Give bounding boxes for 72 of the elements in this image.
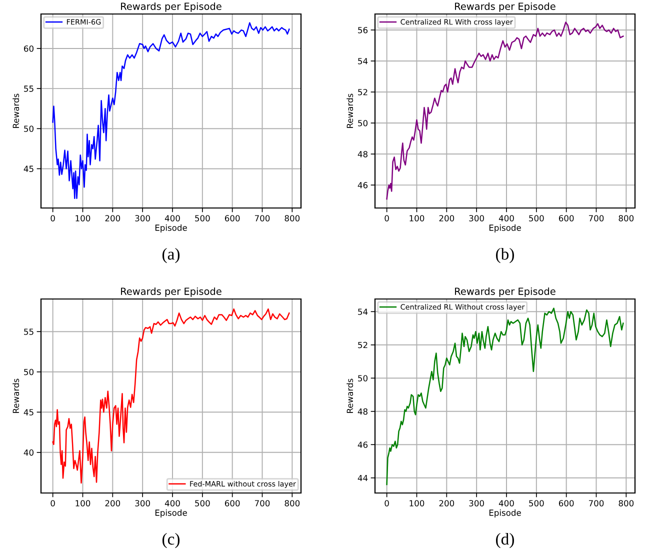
x-axis-title: Episode bbox=[489, 509, 521, 518]
y-tick-label: 46 bbox=[358, 442, 368, 448]
y-tick-label: 46 bbox=[358, 182, 368, 188]
x-tick-label: 200 bbox=[105, 215, 120, 222]
x-tick-label: 200 bbox=[439, 500, 454, 506]
x-tick-label: 300 bbox=[135, 215, 150, 222]
x-tick-label: 100 bbox=[410, 500, 424, 506]
chart-title: Rewards per Episode bbox=[121, 287, 222, 297]
y-tick-label: 45 bbox=[24, 166, 34, 172]
y-tick-label: 50 bbox=[358, 120, 368, 126]
x-tick-label: 800 bbox=[284, 500, 300, 506]
x-tick-label: 0 bbox=[384, 500, 389, 506]
x-tick-label: 100 bbox=[76, 215, 90, 222]
x-tick-label: 500 bbox=[195, 500, 210, 506]
x-tick-label: 400 bbox=[164, 500, 180, 506]
x-tick-label: 500 bbox=[195, 215, 210, 222]
x-tick-label: 500 bbox=[529, 215, 544, 222]
y-axis-title: Rewards bbox=[346, 94, 354, 128]
text: (d) bbox=[496, 532, 514, 548]
x-tick-label: 600 bbox=[224, 215, 240, 222]
y-tick-label: 50 bbox=[24, 368, 34, 376]
y-tick-label: 45 bbox=[24, 409, 34, 416]
y-tick-label: 55 bbox=[24, 86, 34, 92]
x-axis-title: Episode bbox=[489, 224, 521, 232]
x-tick-label: 200 bbox=[439, 215, 454, 222]
x-axis-title: Episode bbox=[155, 224, 187, 232]
x-tick-label: 400 bbox=[498, 500, 514, 506]
x-tick-label: 800 bbox=[618, 215, 634, 222]
y-tick-label: 56 bbox=[358, 26, 368, 34]
x-tick-label: 300 bbox=[469, 215, 484, 222]
x-tick-label: 600 bbox=[558, 500, 574, 506]
x-tick-label: 800 bbox=[618, 500, 634, 506]
y-tick-label: 48 bbox=[358, 151, 368, 158]
chart-title: Rewards per Episode bbox=[121, 2, 222, 12]
text: (c) bbox=[162, 532, 180, 548]
x-tick-label: 700 bbox=[254, 500, 270, 506]
x-tick-label: 700 bbox=[588, 500, 604, 506]
x-tick-label: 300 bbox=[469, 500, 484, 506]
x-tick-label: 400 bbox=[164, 215, 180, 222]
chart-title: Rewards per Episode bbox=[455, 287, 556, 297]
y-tick-label: 55 bbox=[24, 328, 34, 335]
x-tick-label: 100 bbox=[76, 500, 90, 506]
x-tick-label: 0 bbox=[50, 500, 55, 506]
x-axis-title: Episode bbox=[155, 509, 187, 518]
text: (a) bbox=[162, 248, 180, 264]
y-tick-label: 52 bbox=[358, 88, 368, 96]
chart-title: Rewards per Episode bbox=[455, 2, 556, 12]
x-tick-label: 700 bbox=[254, 215, 270, 222]
x-tick-label: 500 bbox=[529, 500, 544, 506]
x-tick-label: 0 bbox=[384, 215, 389, 222]
y-tick-label: 48 bbox=[358, 408, 368, 415]
x-tick-label: 600 bbox=[224, 500, 240, 506]
x-tick-label: 800 bbox=[284, 215, 300, 222]
text: (b) bbox=[496, 248, 514, 264]
y-axis-title: Rewards bbox=[12, 94, 20, 128]
x-tick-label: 300 bbox=[135, 500, 150, 506]
y-tick-label: 40 bbox=[24, 449, 34, 456]
x-tick-label: 700 bbox=[588, 215, 604, 222]
x-tick-label: 100 bbox=[410, 215, 424, 222]
y-tick-label: 50 bbox=[24, 126, 34, 132]
y-tick-label: 52 bbox=[358, 342, 368, 348]
x-tick-label: 600 bbox=[558, 215, 574, 222]
y-tick-label: 54 bbox=[358, 308, 368, 315]
y-tick-label: 54 bbox=[358, 58, 368, 64]
y-tick-label: 50 bbox=[358, 375, 368, 382]
y-tick-label: 44 bbox=[358, 474, 368, 482]
y-tick-label: 60 bbox=[24, 45, 34, 52]
x-tick-label: 400 bbox=[498, 215, 514, 222]
x-tick-label: 200 bbox=[105, 500, 120, 506]
y-axis-title: Rewards bbox=[12, 378, 20, 413]
y-axis-title: Rewards bbox=[346, 378, 354, 413]
x-tick-label: 0 bbox=[50, 215, 55, 222]
